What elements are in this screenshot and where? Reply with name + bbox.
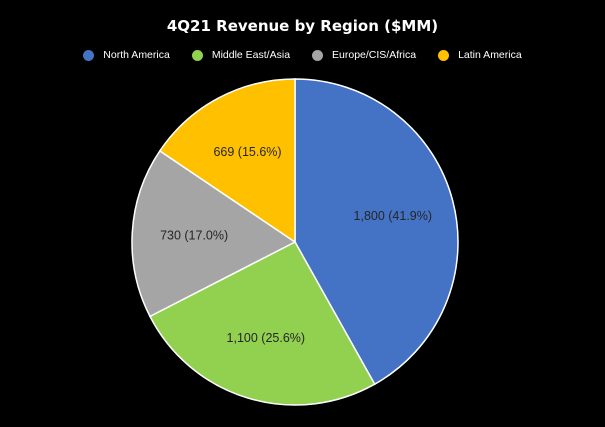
legend-swatch-middle-east-asia	[191, 49, 203, 61]
pie-slice-middle-east-asia	[148, 241, 376, 406]
pie-slice-latin-america	[158, 78, 296, 244]
pie-slice-north-america	[294, 78, 459, 386]
legend-item-europe-cis-africa: Europe/CIS/Africa	[312, 49, 416, 61]
legend-swatch-north-america	[83, 49, 95, 61]
data-label-europe-cis-africa: 730 (17.0%)	[160, 228, 228, 242]
data-label-middle-east-asia: 1,100 (25.6%)	[227, 331, 306, 345]
pie-slice-europe-cis-africa	[131, 149, 297, 318]
legend-swatch-latin-america	[438, 49, 450, 61]
legend-item-north-america: North America	[83, 49, 170, 61]
legend-label-north-america: North America	[103, 49, 170, 61]
legend-label-latin-america: Latin America	[458, 49, 522, 61]
legend-label-middle-east-asia: Middle East/Asia	[211, 49, 291, 61]
data-label-latin-america: 669 (15.6%)	[213, 145, 281, 159]
data-label-north-america: 1,800 (41.9%)	[354, 209, 433, 223]
legend: North America Middle East/Asia Europe/CI…	[0, 49, 605, 61]
legend-label-europe-cis-africa: Europe/CIS/Africa	[332, 49, 417, 61]
legend-item-latin-america: Latin America	[438, 49, 522, 61]
legend-swatch-europe-cis-africa	[312, 49, 324, 61]
chart-title: 4Q21 Revenue by Region ($MM)	[166, 17, 439, 35]
legend-item-middle-east-asia: Middle East/Asia	[191, 49, 291, 61]
